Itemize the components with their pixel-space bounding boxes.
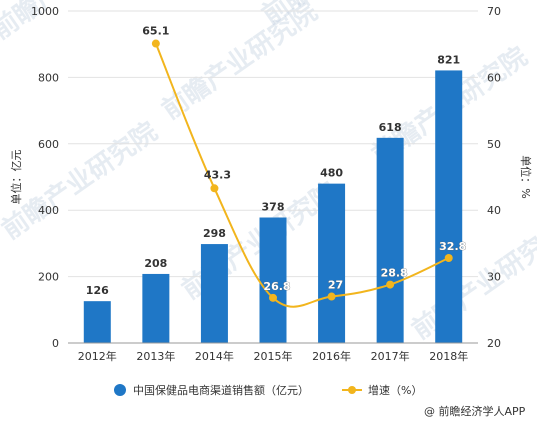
line-point: [386, 280, 395, 289]
y2-axis-label: 单位：%: [519, 155, 533, 198]
x-tick-label: 2014年: [195, 349, 234, 363]
bar-data-label: 378: [262, 201, 285, 214]
bar-data-label: 821: [437, 53, 460, 66]
y-tick-label: 800: [38, 71, 59, 84]
y2-tick-label: 20: [487, 337, 501, 350]
bar: [376, 137, 404, 343]
line-data-label: 26.8: [263, 280, 290, 293]
x-tick-label: 2015年: [254, 349, 293, 363]
line-data-label: 43.3: [204, 168, 231, 181]
x-tick-label: 2016年: [312, 349, 351, 363]
line-point: [151, 39, 160, 48]
watermark-text: 前瞻产业研究院: [406, 216, 537, 346]
bar-data-label: 480: [320, 167, 343, 180]
line-data-label: 65.1: [142, 25, 169, 38]
bar: [142, 273, 170, 343]
y2-tick-label: 60: [487, 71, 501, 84]
y-tick-label: 1000: [31, 5, 59, 18]
bar: [435, 70, 463, 343]
y-tick-label: 400: [38, 204, 59, 217]
bar: [200, 244, 228, 343]
line-data-label: 28.8: [381, 267, 408, 280]
line-data-label: 32.8: [439, 240, 466, 253]
bar-series: [83, 70, 463, 343]
watermark-text: 前瞻产业研究院: [0, 116, 163, 246]
line-data-label: 27: [328, 279, 343, 292]
x-tick-label: 2018年: [429, 349, 468, 363]
line-point: [269, 293, 277, 302]
bar: [259, 217, 287, 343]
line-point: [327, 292, 336, 301]
credit-text: @ 前瞻经济学人APP: [424, 404, 526, 418]
line-point: [210, 184, 219, 193]
legend-bar-label: 中国保健品电商渠道销售额（亿元）: [133, 383, 309, 397]
bar: [83, 301, 111, 343]
bar-data-label: 208: [144, 257, 167, 270]
y-tick-label: 0: [52, 337, 59, 350]
y2-tick-label: 50: [487, 138, 501, 151]
bar-data-label: 618: [379, 121, 402, 134]
legend-bar-swatch: [114, 384, 126, 396]
y2-tick-label: 40: [487, 204, 501, 217]
watermark-text: 前瞻产业研究院: [0, 0, 153, 46]
legend-line-label: 增速（%）: [368, 383, 422, 397]
data-labels: 126 208 298 378 480 618 821 65.1 43.3 26.8 27 28.8 3…: [86, 25, 467, 298]
y2-tick-label: 30: [487, 271, 501, 284]
y2-tick-label: 70: [487, 5, 501, 18]
legend: 中国保健品电商渠道销售额（亿元） 增速（%）: [114, 383, 422, 397]
bar-data-label: 126: [86, 284, 109, 297]
y-axis-label: 单位：亿元: [9, 150, 23, 205]
bar: [318, 183, 346, 343]
x-tick-label: 2012年: [78, 349, 117, 363]
bar-data-label: 298: [203, 227, 226, 240]
y-tick-label: 600: [38, 138, 59, 151]
y-tick-label: 200: [38, 271, 59, 284]
x-tick-label: 2017年: [371, 349, 410, 363]
line-series: [151, 39, 453, 308]
legend-line-marker: [348, 386, 356, 394]
x-tick-label: 2013年: [136, 349, 175, 363]
line-point: [444, 254, 453, 263]
axes: 0 200 400 600 800 1000 20 30 40 50 60 70 2012年 2013年 2…: [9, 5, 533, 363]
